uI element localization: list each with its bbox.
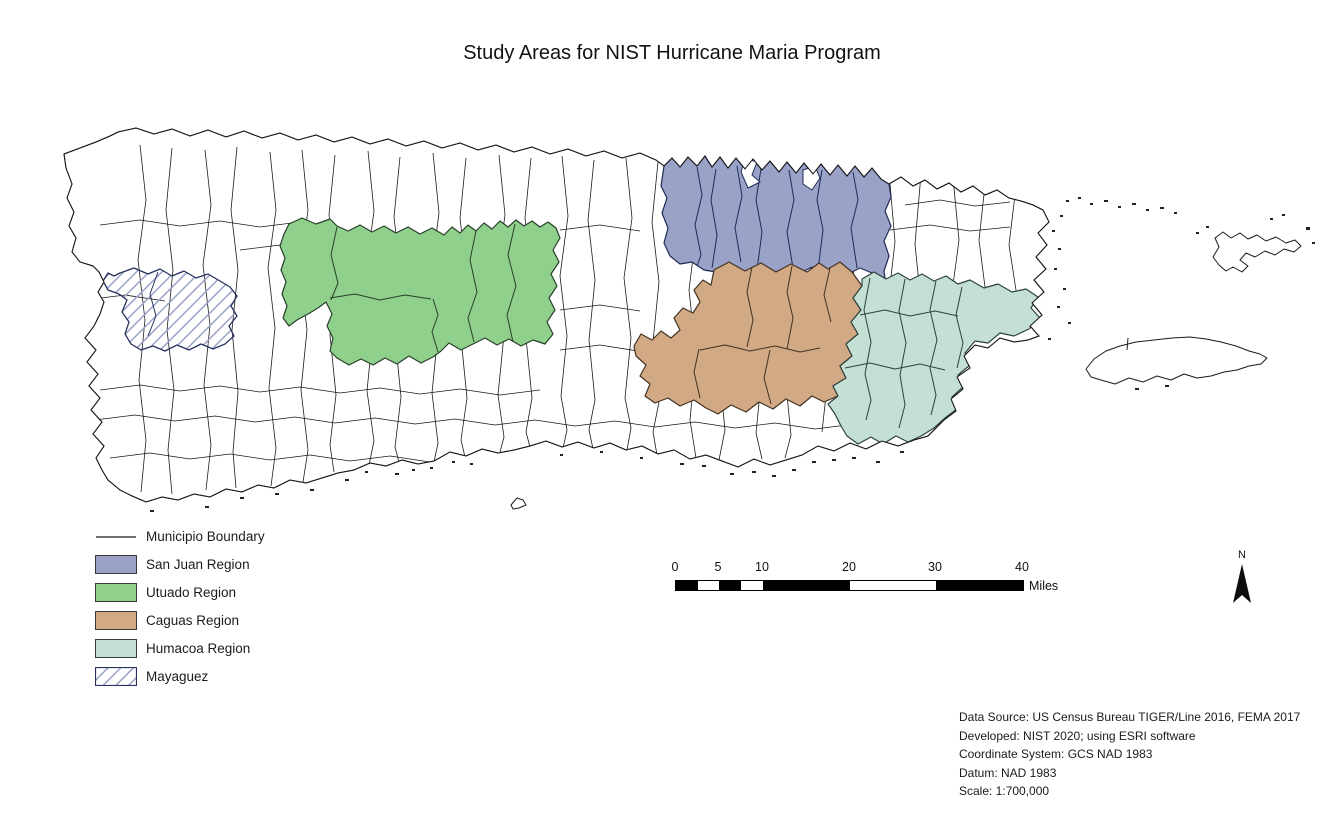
scale-tick-label-5: 5 (714, 560, 722, 574)
region-mayaguez-municipio-lines (147, 271, 159, 337)
utuado-swatch (95, 582, 137, 602)
region-utuado-municipio-lines (329, 223, 517, 353)
legend-label-caguas: Caguas Region (146, 612, 240, 628)
north-arrow-icon (1233, 564, 1251, 603)
municipio-boundary-swatch (96, 535, 136, 538)
credits: Data Source: US Census Bureau TIGER/Line… (959, 708, 1300, 801)
region-humacoa (827, 271, 1041, 445)
region-utuado (279, 217, 561, 366)
legend-item-san-juan: San Juan Region (95, 550, 265, 578)
legend: Municipio Boundary San Juan Region Utuad… (95, 522, 265, 690)
san-juan-swatch (95, 554, 137, 574)
credits-line-developed: Developed: NIST 2020; using ESRI softwar… (959, 728, 1196, 743)
humacoa-swatch (95, 638, 137, 658)
legend-item-mayaguez: Mayaguez (95, 662, 265, 690)
north-arrow: N (1226, 549, 1258, 606)
region-mayaguez (102, 267, 238, 352)
scale-tick-label-10: 10 (755, 560, 769, 574)
scale-tick-label-0: 0 (671, 560, 679, 574)
legend-label-mayaguez: Mayaguez (146, 668, 209, 684)
legend-item-utuado: Utuado Region (95, 578, 265, 606)
scale-unit-label: Miles (1029, 579, 1059, 593)
map-title: Study Areas for NIST Hurricane Maria Pro… (463, 42, 881, 64)
legend-label-utuado: Utuado Region (146, 584, 237, 600)
region-utuado-outline (279, 217, 561, 366)
caguas-swatch (95, 610, 137, 630)
region-mayaguez-outline (102, 267, 238, 352)
region-humacoa-municipio-lines (844, 277, 964, 429)
vieques-island (1085, 336, 1268, 385)
credits-line-scale: Scale: 1:700,000 (959, 784, 1050, 799)
culebra-island (1212, 231, 1302, 273)
scale-bar: 0 5 10 20 30 40 Miles (668, 560, 1078, 598)
region-caguas (633, 261, 863, 415)
caja-de-muertos-islet (510, 497, 527, 510)
credits-line-coordinate-system: Coordinate System: GCS NAD 1983 (959, 747, 1153, 762)
region-san-juan (660, 155, 892, 284)
region-humacoa-outline (827, 271, 1041, 445)
region-caguas-outline (633, 261, 863, 415)
scale-tick-label-30: 30 (928, 560, 942, 574)
region-caguas-municipio-lines (693, 265, 832, 405)
legend-item-caguas: Caguas Region (95, 606, 265, 634)
legend-label-san-juan: San Juan Region (146, 556, 250, 572)
mayaguez-swatch (95, 666, 137, 686)
legend-label-municipio-boundary: Municipio Boundary (146, 528, 265, 544)
legend-item-municipio-boundary: Municipio Boundary (95, 522, 265, 550)
legend-item-humacoa: Humacoa Region (95, 634, 265, 662)
credits-line-data-source: Data Source: US Census Bureau TIGER/Line… (959, 710, 1301, 724)
region-san-juan-municipio-lines (694, 165, 859, 271)
north-arrow-label: N (1238, 549, 1246, 561)
scale-tick-label-40: 40 (1015, 560, 1029, 574)
scale-tick-label-20: 20 (842, 560, 856, 574)
scale-bar-track (675, 580, 1024, 591)
credits-line-datum: Datum: NAD 1983 (959, 765, 1057, 780)
legend-label-humacoa: Humacoa Region (146, 640, 251, 656)
